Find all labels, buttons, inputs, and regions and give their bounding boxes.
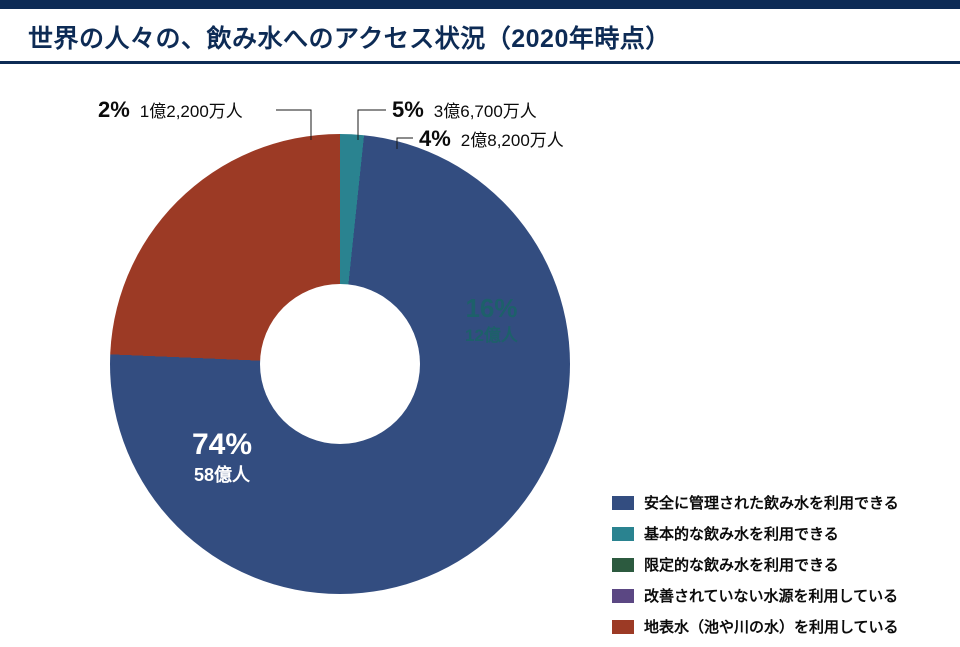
slice-label-basic: 16%12億人 bbox=[465, 292, 518, 346]
callout-pop: 2億8,200万人 bbox=[461, 131, 564, 150]
legend-label: 地表水（池や川の水）を利用している bbox=[644, 616, 899, 637]
donut-wrap bbox=[110, 134, 570, 594]
legend-row: 安全に管理された飲み水を利用できる bbox=[612, 492, 899, 513]
callout-unimproved: 5% 3億6,700万人 bbox=[392, 97, 537, 123]
slice-pop: 58億人 bbox=[192, 464, 252, 487]
chart-area: 安全に管理された飲み水を利用できる基本的な飲み水を利用できる限定的な飲み水を利用… bbox=[0, 64, 960, 634]
callout-pct: 4% bbox=[419, 126, 451, 151]
legend-swatch bbox=[612, 496, 634, 510]
top-accent-bar bbox=[0, 0, 960, 9]
legend-label: 基本的な飲み水を利用できる bbox=[644, 523, 839, 544]
donut-hole bbox=[260, 284, 420, 444]
page-title: 世界の人々の、飲み水へのアクセス状況（2020年時点） bbox=[28, 19, 960, 55]
slice-pop: 12億人 bbox=[465, 325, 518, 346]
legend-label: 限定的な飲み水を利用できる bbox=[644, 554, 839, 575]
title-wrap: 世界の人々の、飲み水へのアクセス状況（2020年時点） bbox=[0, 9, 960, 61]
legend-row: 基本的な飲み水を利用できる bbox=[612, 523, 899, 544]
legend-swatch bbox=[612, 589, 634, 603]
donut-chart bbox=[110, 134, 570, 594]
callout-pct: 5% bbox=[392, 97, 424, 122]
slice-pct: 74% bbox=[192, 426, 252, 464]
legend-row: 改善されていない水源を利用している bbox=[612, 585, 899, 606]
callout-limited: 4% 2億8,200万人 bbox=[419, 126, 564, 152]
legend-label: 改善されていない水源を利用している bbox=[644, 585, 898, 606]
legend-row: 限定的な飲み水を利用できる bbox=[612, 554, 899, 575]
legend-swatch bbox=[612, 620, 634, 634]
slice-label-safely: 74%58億人 bbox=[192, 426, 252, 486]
legend-row: 地表水（池や川の水）を利用している bbox=[612, 616, 899, 637]
slice-pct: 16% bbox=[465, 292, 518, 325]
legend-swatch bbox=[612, 558, 634, 572]
legend-label: 安全に管理された飲み水を利用できる bbox=[644, 492, 899, 513]
callout-pop: 3億6,700万人 bbox=[434, 102, 537, 121]
callout-pct: 2% bbox=[98, 97, 130, 122]
legend: 安全に管理された飲み水を利用できる基本的な飲み水を利用できる限定的な飲み水を利用… bbox=[612, 492, 899, 647]
callout-pop: 1億2,200万人 bbox=[140, 102, 243, 121]
legend-swatch bbox=[612, 527, 634, 541]
callout-surface: 2% 1億2,200万人 bbox=[98, 97, 243, 123]
